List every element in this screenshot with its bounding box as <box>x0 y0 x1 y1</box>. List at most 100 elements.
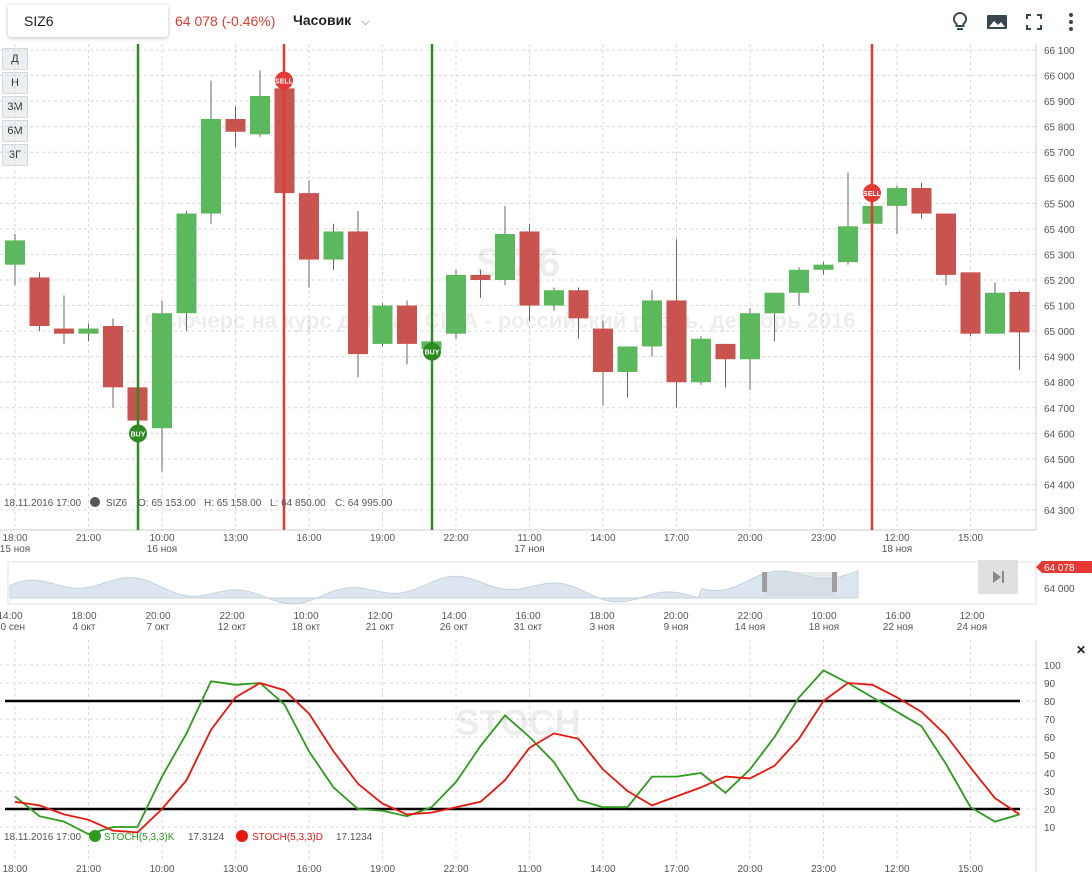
time-axis-label: 18:00 <box>2 533 27 544</box>
candle-up <box>201 119 221 214</box>
price-axis-label: 64 800 <box>1044 378 1075 389</box>
stoch-time-label: 11:00 <box>517 864 542 872</box>
price-axis-label: 64 500 <box>1044 455 1075 466</box>
candle-up <box>740 313 760 360</box>
stoch-d-label: STOCH(5,3,3)D <box>252 832 323 843</box>
time-axis-label: 23:00 <box>811 533 836 544</box>
signal-marker-buy <box>423 342 441 361</box>
time-axis-date: 18 ноя <box>882 544 912 555</box>
time-axis-label: 11:00 <box>517 533 542 544</box>
stoch-time-label: 13:00 <box>223 864 248 872</box>
candle-down <box>29 277 50 326</box>
candle-down <box>568 290 589 319</box>
stoch-time-label: 18:00 <box>2 864 27 872</box>
period-3y-button[interactable]: 3Г <box>2 144 28 166</box>
navigator-time-label: 16:00 <box>885 611 910 622</box>
candle-down <box>911 188 932 214</box>
stoch-watermark: STOCH <box>455 702 580 743</box>
stoch-axis-label: 70 <box>1044 715 1056 726</box>
candle-down <box>127 387 148 421</box>
stoch-axis-label: 50 <box>1044 751 1056 762</box>
info-low: L: 64 850.00 <box>270 498 326 509</box>
navigator-time-label: 12:00 <box>959 611 984 622</box>
candle-down <box>299 193 319 260</box>
ticker-input[interactable]: SIZ6 <box>8 5 168 37</box>
navigator-time-label: 22:00 <box>737 611 762 622</box>
navigator-date-label: 24 ноя <box>957 622 987 633</box>
navigator-date-label: 22 ноя <box>883 622 913 633</box>
candle-up <box>421 341 442 349</box>
navigator-date-label: 7 окт <box>147 622 170 633</box>
info-ticker: SIZ6 <box>106 498 128 509</box>
stoch-axis-label: 60 <box>1044 733 1056 744</box>
time-axis-label: 19:00 <box>370 533 395 544</box>
navigator-time-label: 16:00 <box>515 611 540 622</box>
period-6m-button[interactable]: 6М <box>2 120 28 142</box>
more-vert-icon[interactable] <box>1058 9 1084 35</box>
candle-up <box>544 290 564 306</box>
top-toolbar: SIZ6 64 078 (-0.46%) Часовик ⌵ <box>0 0 1092 44</box>
stoch-axis-label: 100 <box>1044 661 1061 672</box>
lightbulb-icon[interactable] <box>947 9 973 35</box>
navigator-area <box>9 570 859 605</box>
candle-down <box>960 272 981 334</box>
navigator-date-label: 30 сен <box>0 622 25 633</box>
candle-up <box>250 96 270 135</box>
close-icon[interactable]: ✕ <box>1076 643 1086 657</box>
price-axis-label: 65 900 <box>1044 97 1075 108</box>
navigator-date-label: 9 ноя <box>664 622 689 633</box>
stoch-axis-label: 30 <box>1044 787 1056 798</box>
ticker-text: SIZ6 <box>24 13 54 29</box>
navigator-time-label: 20:00 <box>145 611 170 622</box>
candle-down <box>519 231 540 306</box>
stoch-d-line <box>14 682 1020 834</box>
candle-up <box>78 328 99 334</box>
fullscreen-icon[interactable] <box>1021 9 1047 35</box>
interval-select[interactable]: Часовик ⌵ <box>293 12 370 29</box>
time-axis-label: 22:00 <box>443 533 468 544</box>
period-day-button[interactable]: Д <box>2 48 28 70</box>
price-axis-label: 66 100 <box>1044 46 1075 57</box>
candle-up <box>642 300 662 347</box>
stoch-time-label: 14:00 <box>590 864 615 872</box>
stoch-k-dot <box>89 830 101 842</box>
stoch-axis-label: 20 <box>1044 805 1056 816</box>
candle-up <box>372 305 393 344</box>
navigator-handle-left <box>762 572 767 592</box>
navigator-date-label: 3 ноя <box>590 622 615 633</box>
period-3m-button[interactable]: 3М <box>2 96 28 118</box>
navigator-time-label: 22:00 <box>219 611 244 622</box>
period-week-button[interactable]: Н <box>2 72 28 94</box>
skip-end-icon <box>993 571 1004 583</box>
stoch-time-label: 23:00 <box>811 864 836 872</box>
current-price-label: 64 078 <box>1044 563 1075 574</box>
navigator-date-label: 21 окт <box>366 622 395 633</box>
price-axis: 66 100 66 000 65 900 65 800 65 700 65 600 65 5… <box>1044 46 1075 517</box>
signal-marker-label: BUY <box>425 350 440 357</box>
stoch-panel: 100 90 80 70 60 50 40 30 20 10 STOCH 18.11.2016 17:… <box>0 640 1086 872</box>
navigator-date-label: 14 ноя <box>735 622 765 633</box>
price-axis-label: 65 400 <box>1044 225 1075 236</box>
candle-down <box>470 274 491 280</box>
candle-up <box>838 226 858 263</box>
candle-up <box>446 274 466 334</box>
watermark-title: SIZ6 <box>476 241 560 285</box>
candle-down <box>593 328 613 372</box>
navigator-time-label: 10:00 <box>811 611 836 622</box>
navigator-date-label: 31 окт <box>514 622 543 633</box>
period-buttons: Д Н 3М 6М 3Г <box>2 48 28 168</box>
image-icon[interactable] <box>984 9 1010 35</box>
candles <box>5 70 1030 472</box>
candle-up <box>813 264 834 270</box>
stoch-d-value: 17.1234 <box>336 832 373 843</box>
interval-label: Часовик <box>293 12 352 28</box>
stoch-time-label: 15:00 <box>958 864 983 872</box>
navigator-time-label: 20:00 <box>663 611 688 622</box>
candle-up <box>176 213 197 314</box>
candle-down <box>348 231 368 355</box>
candle-up <box>789 269 809 293</box>
price-axis-label: 65 100 <box>1044 302 1075 313</box>
price-axis-label: 64 700 <box>1044 404 1075 415</box>
time-axis-label: 15:00 <box>958 533 983 544</box>
